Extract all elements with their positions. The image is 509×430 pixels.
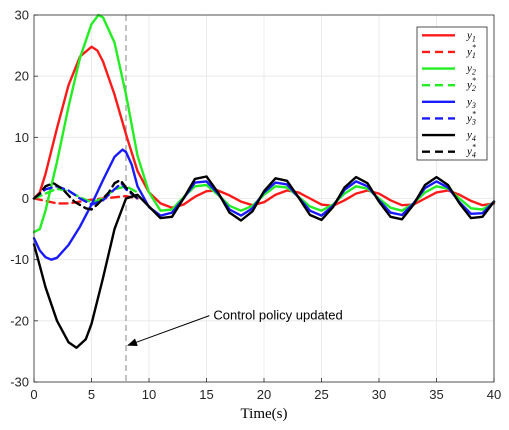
annotation-text: Control policy updated [213, 308, 342, 323]
series-line-4 [32, 185, 139, 204]
legend: y1y* 1 y2y* 2 y3y* 3 y4y* 4 [416, 26, 488, 161]
series-line-5 [32, 148, 496, 261]
x-tick-label: 0 [30, 387, 37, 402]
y-tick-label: -30 [10, 375, 29, 390]
x-tick-label: 30 [372, 387, 386, 402]
legend-label: y4 [466, 129, 476, 143]
legend-label: y* 2 [466, 76, 476, 93]
y-tick-label: 30 [15, 8, 29, 23]
legend-label: y3 [466, 96, 476, 110]
legend-label: y* 4 [466, 143, 476, 160]
x-tick-label: 35 [429, 387, 443, 402]
y-tick-label: 20 [15, 69, 29, 84]
legend-label: y* 1 [466, 43, 476, 60]
x-tick-label: 10 [142, 387, 156, 402]
y-tick-label: 10 [15, 130, 29, 145]
legend-label: y1 [466, 29, 476, 43]
x-tick-label: 15 [199, 387, 213, 402]
series-line-7 [32, 175, 496, 349]
x-tick-label: 20 [257, 387, 271, 402]
x-tick-label: 5 [88, 387, 95, 402]
legend-label: y* 3 [466, 109, 476, 126]
x-tick-label: 25 [314, 387, 328, 402]
series-line-8 [32, 178, 139, 211]
annotation-arrow [127, 315, 210, 346]
plot-border [33, 14, 495, 383]
x-axis-label: Time(s) [241, 406, 288, 422]
y-tick-label: 0 [22, 191, 29, 206]
x-axis-ticks: 0 5 10 15 20 25 30 35 40 [30, 378, 501, 402]
y-axis-ticks: -30 -20 -10 0 10 20 30 [10, 8, 38, 390]
y-tick-label: -10 [10, 252, 29, 267]
legend-box [416, 26, 488, 161]
x-tick-label: 40 [487, 387, 501, 402]
legend-label: y2 [466, 63, 476, 77]
y-tick-label: -20 [10, 313, 29, 328]
